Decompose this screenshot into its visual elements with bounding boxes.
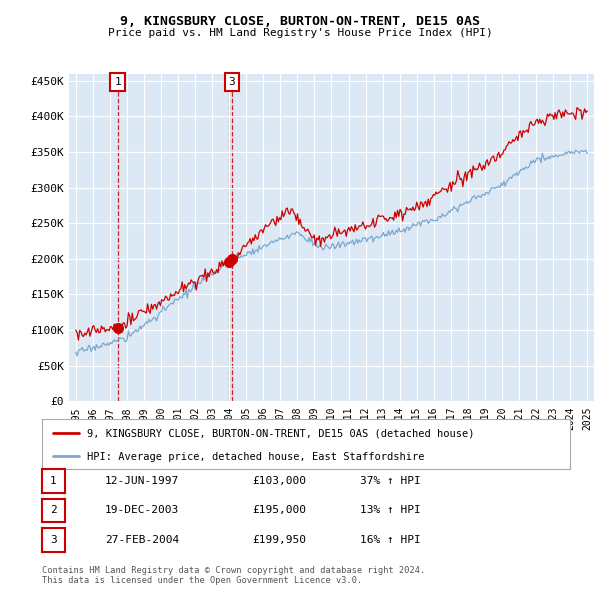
Text: 1: 1 (50, 476, 57, 486)
Text: HPI: Average price, detached house, East Staffordshire: HPI: Average price, detached house, East… (87, 451, 424, 461)
Text: 27-FEB-2004: 27-FEB-2004 (105, 535, 179, 545)
Text: 9, KINGSBURY CLOSE, BURTON-ON-TRENT, DE15 0AS (detached house): 9, KINGSBURY CLOSE, BURTON-ON-TRENT, DE1… (87, 429, 475, 439)
Text: £199,950: £199,950 (252, 535, 306, 545)
Text: 16% ↑ HPI: 16% ↑ HPI (360, 535, 421, 545)
Text: 19-DEC-2003: 19-DEC-2003 (105, 506, 179, 515)
Text: 1: 1 (114, 77, 121, 87)
Text: 12-JUN-1997: 12-JUN-1997 (105, 476, 179, 486)
Text: Contains HM Land Registry data © Crown copyright and database right 2024.
This d: Contains HM Land Registry data © Crown c… (42, 566, 425, 585)
Text: 3: 3 (229, 77, 235, 87)
Text: 2: 2 (50, 506, 57, 515)
Text: Price paid vs. HM Land Registry's House Price Index (HPI): Price paid vs. HM Land Registry's House … (107, 28, 493, 38)
Text: £195,000: £195,000 (252, 506, 306, 515)
Text: 37% ↑ HPI: 37% ↑ HPI (360, 476, 421, 486)
Text: £103,000: £103,000 (252, 476, 306, 486)
Text: 9, KINGSBURY CLOSE, BURTON-ON-TRENT, DE15 0AS: 9, KINGSBURY CLOSE, BURTON-ON-TRENT, DE1… (120, 15, 480, 28)
Text: 3: 3 (50, 535, 57, 545)
Text: 13% ↑ HPI: 13% ↑ HPI (360, 506, 421, 515)
